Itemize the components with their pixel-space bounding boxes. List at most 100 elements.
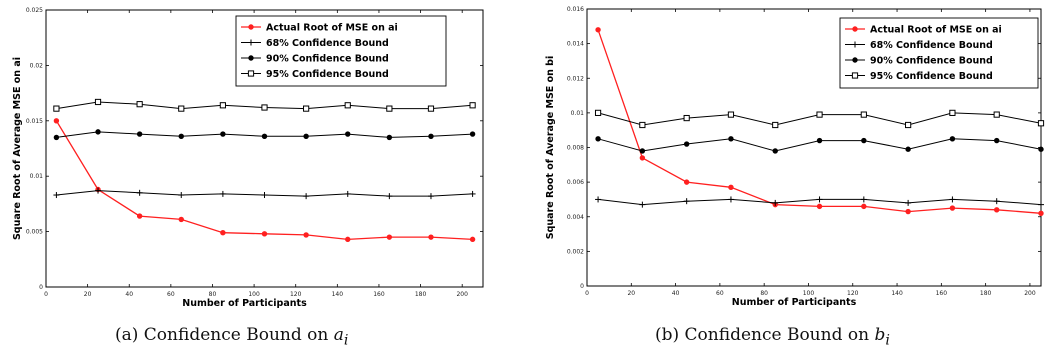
x-tick-label: 0 bbox=[44, 291, 48, 298]
data-point bbox=[1037, 120, 1045, 127]
y-tick-label: 0.002 bbox=[567, 248, 584, 255]
y-tick-label: 0.004 bbox=[567, 214, 584, 221]
data-point bbox=[1038, 210, 1044, 216]
data-point bbox=[136, 213, 143, 219]
legend-label: 68% Confidence Bound bbox=[870, 40, 993, 51]
data-point bbox=[219, 102, 226, 109]
data-point bbox=[428, 133, 434, 140]
data-point bbox=[595, 196, 602, 203]
legend-marker bbox=[248, 55, 254, 61]
data-point bbox=[53, 118, 60, 124]
data-point bbox=[1038, 201, 1044, 208]
y-tick-label: 0.01 bbox=[30, 173, 44, 180]
data-point bbox=[344, 102, 351, 109]
data-point bbox=[344, 190, 351, 197]
x-tick-label: 120 bbox=[290, 291, 302, 298]
data-point bbox=[860, 196, 867, 203]
data-point bbox=[994, 137, 1000, 144]
x-tick-label: 80 bbox=[209, 291, 217, 298]
data-point bbox=[386, 234, 393, 240]
legend-marker bbox=[248, 39, 254, 46]
data-point bbox=[772, 199, 779, 206]
data-point bbox=[178, 192, 185, 199]
y-tick-label: 0.012 bbox=[567, 75, 584, 82]
x-tick-label: 60 bbox=[716, 290, 724, 297]
data-point bbox=[261, 231, 268, 237]
y-tick-label: 0.015 bbox=[26, 118, 43, 125]
data-point bbox=[53, 105, 60, 112]
series-2 bbox=[53, 129, 476, 141]
x-tick-label: 60 bbox=[167, 291, 175, 298]
y-tick-label: 0.016 bbox=[567, 6, 584, 13]
data-point bbox=[772, 148, 778, 154]
data-point bbox=[994, 207, 1000, 213]
data-point bbox=[136, 189, 143, 196]
data-point bbox=[303, 232, 309, 238]
data-point bbox=[53, 134, 60, 141]
data-point bbox=[428, 234, 434, 240]
data-point bbox=[639, 148, 646, 154]
data-point bbox=[178, 133, 184, 140]
data-point bbox=[95, 129, 101, 135]
data-point bbox=[728, 136, 734, 142]
data-point bbox=[261, 133, 268, 140]
legend-label: 68% Confidence Bound bbox=[266, 38, 389, 49]
legend-marker bbox=[851, 72, 859, 79]
data-point bbox=[261, 104, 268, 111]
legend-marker bbox=[852, 41, 858, 48]
data-point bbox=[261, 192, 268, 199]
data-point bbox=[683, 198, 690, 205]
data-point bbox=[683, 141, 690, 147]
x-tick-label: 180 bbox=[415, 291, 427, 298]
x-tick-label: 160 bbox=[373, 291, 385, 298]
x-tick-label: 80 bbox=[760, 290, 768, 297]
data-point bbox=[178, 105, 185, 112]
legend-box bbox=[839, 17, 1039, 89]
legend-box bbox=[235, 15, 447, 87]
data-point bbox=[427, 105, 435, 112]
legend-label: Actual Root of MSE on ai bbox=[266, 23, 398, 34]
x-tick-label: 0 bbox=[585, 290, 589, 297]
data-point bbox=[949, 136, 956, 142]
data-point bbox=[345, 236, 351, 243]
x-tick-label: 180 bbox=[980, 290, 992, 297]
y-axis-title: Square Root of Average MSE on ai bbox=[12, 57, 23, 240]
data-point bbox=[345, 131, 351, 137]
data-point bbox=[905, 146, 911, 152]
data-point bbox=[861, 137, 867, 144]
plot-frame bbox=[45, 9, 484, 288]
data-point bbox=[178, 216, 184, 223]
x-tick-label: 140 bbox=[891, 290, 903, 297]
x-axis-title: Number of Participants bbox=[182, 298, 307, 309]
y-tick-label: 0.006 bbox=[567, 179, 584, 186]
x-tick-label: 140 bbox=[332, 291, 344, 298]
data-point bbox=[639, 155, 646, 161]
data-point bbox=[993, 198, 1000, 205]
data-point bbox=[469, 236, 476, 243]
data-point bbox=[728, 184, 734, 191]
data-point bbox=[136, 101, 143, 108]
data-point bbox=[427, 193, 434, 200]
chart-a: 0 20 40 60 80 100 120 140 160 180 200 0 0.005 0.01 0.0… bbox=[12, 7, 484, 309]
legend-marker bbox=[248, 24, 254, 30]
series-3 bbox=[594, 109, 1045, 129]
legend: Actual Root of MSE on ai 68% Confidence B… bbox=[839, 17, 1039, 89]
legend-marker bbox=[852, 26, 858, 32]
data-point bbox=[727, 111, 735, 118]
data-point bbox=[594, 109, 602, 116]
data-point bbox=[595, 27, 601, 33]
data-point bbox=[949, 109, 956, 116]
legend: Actual Root of MSE on ai 68% Confidence B… bbox=[235, 15, 447, 87]
data-point bbox=[816, 137, 823, 144]
series-1 bbox=[53, 187, 476, 200]
chart-b: 0 20 40 60 80 100 120 140 160 180 200 0 0.002 0.004 0.… bbox=[545, 6, 1045, 308]
legend-label: 90% Confidence Bound bbox=[870, 56, 993, 67]
data-point bbox=[639, 201, 646, 208]
data-point bbox=[861, 203, 867, 210]
data-point bbox=[303, 193, 310, 200]
data-point bbox=[136, 131, 143, 137]
series-2 bbox=[595, 136, 1044, 154]
data-point bbox=[816, 203, 823, 210]
y-tick-label: 0 bbox=[580, 283, 584, 290]
data-point bbox=[772, 121, 779, 129]
